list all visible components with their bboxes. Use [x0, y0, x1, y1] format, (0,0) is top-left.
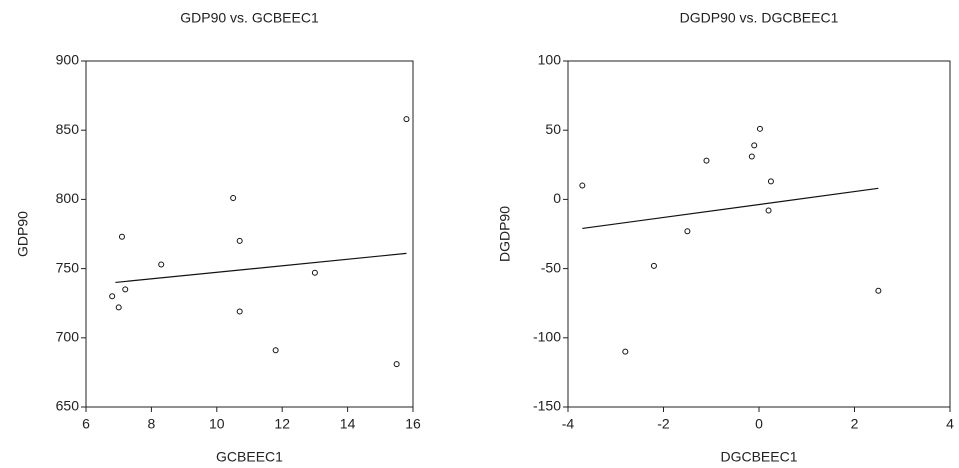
point — [118, 233, 125, 240]
y-tick-label: 750 — [56, 259, 80, 275]
x-tick-label: 16 — [405, 416, 421, 432]
point — [748, 153, 755, 160]
x-axis-label: DGCBEEC1 — [720, 449, 797, 465]
y-tick-label: -50 — [541, 259, 561, 275]
point — [579, 182, 586, 189]
chart-title: DGDP90 vs. DGCBEEC1 — [680, 10, 839, 26]
chart-title: GDP90 vs. GCBEEC1 — [180, 10, 319, 26]
x-tick-label: -4 — [562, 416, 575, 432]
point — [756, 125, 763, 132]
y-tick-label: 800 — [56, 190, 80, 206]
point — [684, 228, 691, 235]
y-axis-label: DGDP90 — [497, 206, 513, 262]
plot-frame — [567, 60, 951, 408]
y-tick-label: 650 — [56, 398, 80, 414]
x-tick-label: 4 — [946, 416, 954, 432]
point — [115, 304, 122, 311]
point — [311, 269, 318, 276]
point — [751, 142, 758, 149]
point — [109, 293, 116, 300]
fit-line — [582, 187, 879, 230]
y-tick-label: 50 — [545, 121, 561, 137]
point — [403, 116, 410, 123]
point — [230, 195, 237, 202]
x-tick-label: 8 — [148, 416, 156, 432]
point — [767, 178, 774, 185]
x-axis-label: GCBEEC1 — [216, 449, 283, 465]
x-tick-label: 2 — [851, 416, 859, 432]
y-tick-label: 700 — [56, 329, 80, 345]
y-tick-label: 0 — [553, 190, 561, 206]
y-tick-label: -150 — [533, 398, 561, 414]
x-tick-label: 6 — [82, 416, 90, 432]
x-tick-label: 12 — [274, 416, 290, 432]
x-tick-label: -2 — [657, 416, 670, 432]
point — [703, 157, 710, 164]
point — [393, 361, 400, 368]
point — [622, 348, 629, 355]
x-tick-label: 0 — [755, 416, 763, 432]
x-tick-label: 10 — [209, 416, 225, 432]
y-tick-label: 900 — [56, 52, 80, 68]
point — [158, 261, 165, 268]
plot-frame — [85, 60, 414, 408]
y-axis-label: GDP90 — [15, 211, 31, 257]
point — [765, 207, 772, 214]
point — [650, 262, 657, 269]
point — [122, 286, 129, 293]
point — [236, 237, 243, 244]
y-tick-label: -100 — [533, 329, 561, 345]
y-tick-label: 100 — [538, 52, 562, 68]
point — [236, 308, 243, 315]
point — [272, 347, 279, 354]
fit-line — [115, 252, 407, 284]
y-tick-label: 850 — [56, 121, 80, 137]
x-tick-label: 14 — [340, 416, 356, 432]
point — [875, 287, 882, 294]
